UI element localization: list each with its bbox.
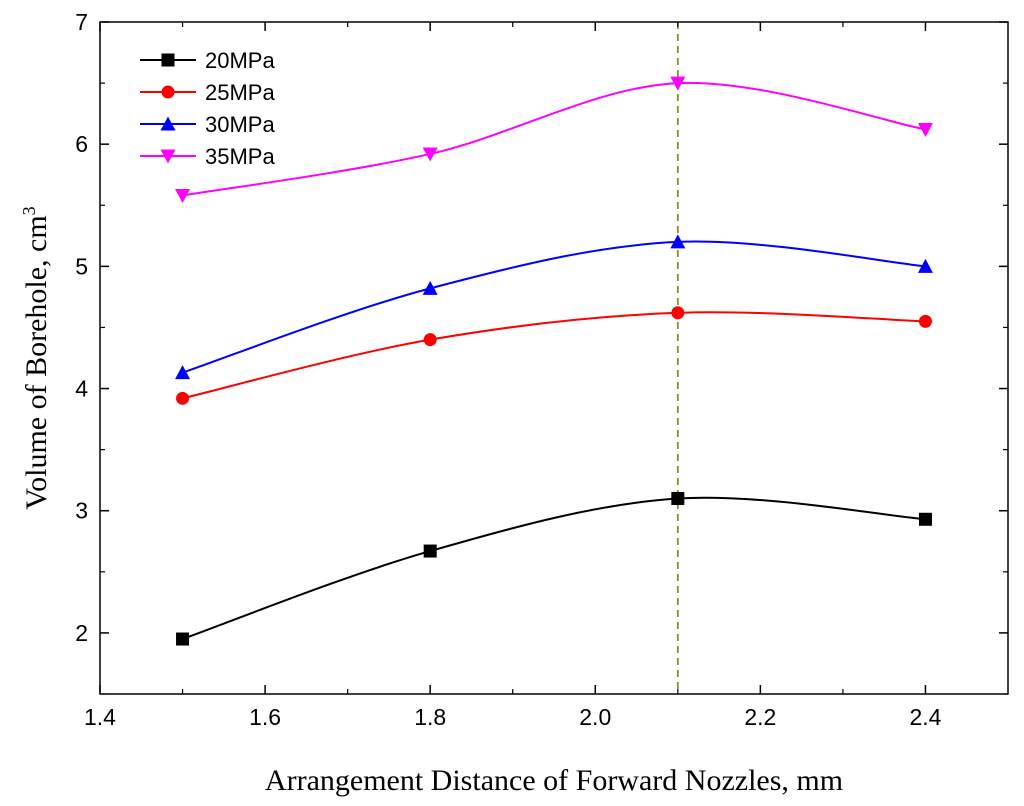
legend-label-20mpa: 20MPa: [205, 48, 275, 73]
axes-layer: 1.4 1.6 1.8 2.0 2.2 2.4 2 3 4 5 6 7: [75, 9, 1008, 730]
data-point-30mpa: [917, 258, 933, 273]
plot-frame: [99, 21, 1009, 695]
series-line-20mpa: [182, 496, 926, 640]
data-point-20mpa: [423, 544, 437, 558]
legend-item-35mpa: 35MPa: [140, 144, 275, 169]
legend-label-35mpa: 35MPa: [205, 144, 275, 169]
series-25mpa: [176, 306, 932, 405]
x-tick-label: 1.6: [249, 704, 281, 730]
y-tick-label: 7: [75, 9, 88, 35]
data-point-35mpa: [670, 76, 686, 91]
legend-marker-20mpa: [161, 53, 175, 67]
legend-item-25mpa: 25MPa: [140, 80, 275, 105]
x-tick-label: 1.8: [414, 704, 446, 730]
series-line-30mpa: [182, 240, 926, 374]
x-axis-title: Arrangement Distance of Forward Nozzles,…: [265, 764, 843, 797]
legend: 20MPa 25MPa 30MPa 35MPa: [140, 48, 275, 169]
series-line-25mpa: [182, 311, 926, 400]
legend-label-30mpa: 30MPa: [205, 112, 275, 137]
x-tick-label: 1.4: [84, 704, 116, 730]
data-point-20mpa: [176, 632, 190, 646]
series-30mpa: [175, 234, 933, 380]
y-tick-label: 5: [75, 253, 88, 279]
series-layer: [175, 76, 933, 646]
data-point-25mpa: [176, 391, 190, 405]
legend-marker-35mpa: [160, 149, 176, 164]
y-tick-label: 4: [75, 376, 88, 402]
series-35mpa: [175, 76, 933, 203]
x-tick-label: 2.0: [579, 704, 611, 730]
data-point-20mpa: [918, 512, 932, 526]
x-tick-label: 2.2: [744, 704, 776, 730]
data-point-25mpa: [423, 333, 437, 347]
x-tick-label: 2.4: [909, 704, 941, 730]
data-point-30mpa: [175, 365, 191, 380]
data-point-25mpa: [671, 306, 685, 320]
legend-marker-25mpa: [161, 85, 175, 99]
y-axis-title-superscript: 3: [19, 206, 39, 215]
data-point-35mpa: [422, 147, 438, 162]
data-point-30mpa: [670, 234, 686, 249]
y-tick-label: 3: [75, 498, 88, 524]
data-point-25mpa: [918, 314, 932, 328]
legend-label-25mpa: 25MPa: [205, 80, 275, 105]
y-axis-title-main: Volume of Borehole, cm: [20, 215, 53, 509]
data-point-35mpa: [917, 123, 933, 138]
legend-item-20mpa: 20MPa: [140, 48, 275, 73]
series-20mpa: [176, 492, 932, 646]
y-axis-title: Volume of Borehole, cm3: [19, 206, 53, 509]
data-point-20mpa: [671, 492, 685, 506]
data-point-30mpa: [422, 280, 438, 295]
legend-marker-30mpa: [160, 116, 176, 131]
series-line-35mpa: [182, 81, 926, 197]
y-tick-label: 2: [75, 620, 88, 646]
legend-item-30mpa: 30MPa: [140, 112, 275, 137]
y-tick-label: 6: [75, 131, 88, 157]
data-point-35mpa: [175, 188, 191, 203]
